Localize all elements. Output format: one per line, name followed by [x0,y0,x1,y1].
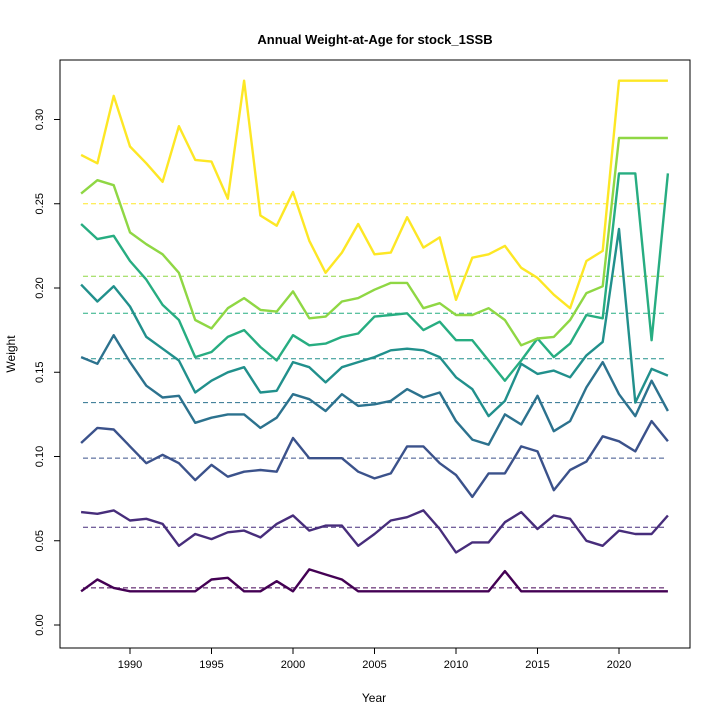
series-line-3 [80,419,669,499]
y-axis-title: Weight [4,335,18,373]
y-tick-label: 0.20 [34,277,46,298]
series-line-4 [80,334,669,446]
x-tick-label: 2000 [281,659,305,671]
x-tick-label: 2015 [525,659,549,671]
x-tick-label: 1990 [118,659,142,671]
series-line-6 [80,172,670,382]
series-line-1 [80,568,668,593]
y-tick-label: 0.30 [34,109,46,130]
series-line-8 [80,79,668,310]
y-tick-label: 0.15 [34,362,46,383]
chart-title: Annual Weight-at-Age for stock_1SSB [257,32,492,47]
series-line-2 [80,509,669,554]
x-axis-title: Year [362,691,386,705]
x-axis: 1990 1995 2000 2005 2010 2015 2020 [118,647,631,671]
x-tick-label: 1995 [199,659,223,671]
x-tick-label: 2005 [362,659,386,671]
series-line-5 [80,227,669,418]
series-lines [80,79,670,593]
x-tick-label: 2010 [444,659,468,671]
y-tick-label: 0.25 [34,193,46,214]
x-tick-label: 2020 [607,659,631,671]
series-line-7 [80,136,668,347]
y-axis: 0.00 0.05 0.10 0.15 0.20 0.25 0.30 [34,109,61,636]
y-tick-label: 0.00 [34,614,46,635]
y-tick-label: 0.05 [34,530,46,551]
y-tick-label: 0.10 [34,446,46,467]
